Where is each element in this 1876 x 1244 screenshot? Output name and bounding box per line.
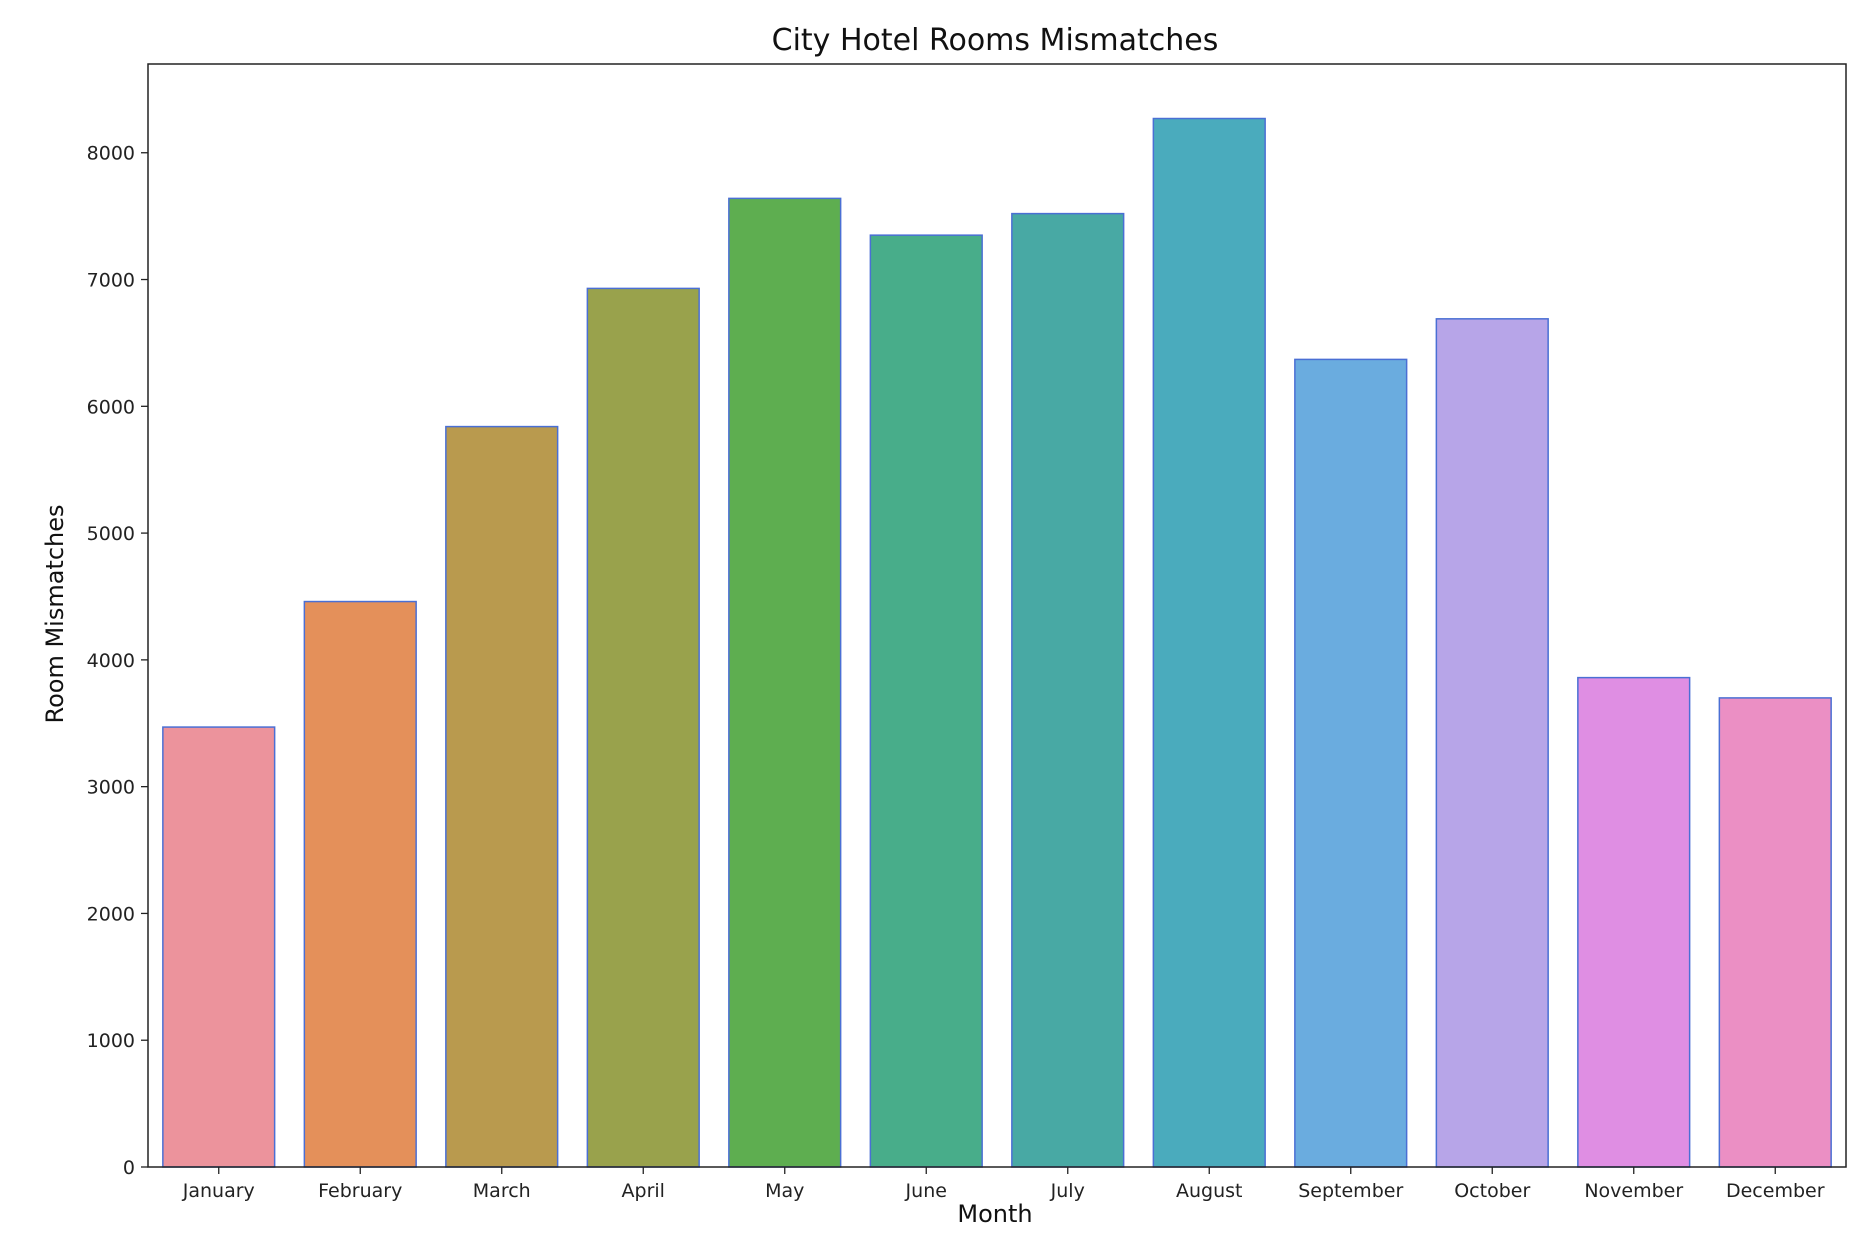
plot-frame [147, 63, 1847, 1168]
bar-september [1294, 358, 1408, 1168]
x-tick-label-december: December [1726, 1180, 1825, 1202]
y-axis-ticks: 0 1000 2000 3000 4000 5000 6000 7000 8000 [87, 143, 148, 1179]
x-tick-label-october: October [1454, 1180, 1530, 1202]
x-tick-label-march: March [473, 1180, 531, 1202]
y-tick-label-5000: 5000 [87, 523, 135, 545]
y-tick-label-0: 0 [123, 1157, 135, 1179]
bar-november [1577, 676, 1691, 1168]
x-tick-label-june: June [905, 1180, 947, 1202]
x-tick-label-april: April [622, 1180, 665, 1202]
y-tick-label-6000: 6000 [87, 396, 135, 418]
x-axis-ticks: January February March April May June July Augu… [182, 1167, 1825, 1202]
x-tick-label-january: January [182, 1180, 255, 1202]
bar-july [1011, 212, 1125, 1168]
y-tick-label-4000: 4000 [87, 650, 135, 672]
bar-january [162, 726, 276, 1168]
y-tick-label-7000: 7000 [87, 270, 135, 292]
x-tick-label-september: September [1298, 1180, 1403, 1202]
y-tick-label-2000: 2000 [87, 903, 135, 925]
chart-title: City Hotel Rooms Mismatches [772, 23, 1219, 58]
bar-group [162, 117, 1832, 1168]
x-axis-label: Month [957, 1200, 1032, 1228]
x-tick-label-may: May [765, 1180, 804, 1202]
x-tick-label-august: August [1176, 1180, 1243, 1202]
y-tick-label-3000: 3000 [87, 777, 135, 799]
bar-february [303, 600, 417, 1168]
bar-may [728, 197, 842, 1168]
x-tick-label-july: July [1050, 1180, 1085, 1202]
bar-april [586, 287, 700, 1168]
bar-march [445, 425, 559, 1168]
bar-october [1435, 318, 1549, 1168]
y-axis-label: Room Mismatches [41, 504, 69, 723]
bar-june [869, 234, 983, 1168]
bar-august [1152, 117, 1266, 1168]
bar-december [1718, 697, 1832, 1168]
y-tick-label-1000: 1000 [87, 1030, 135, 1052]
y-tick-label-8000: 8000 [87, 143, 135, 165]
x-tick-label-november: November [1584, 1180, 1683, 1202]
x-tick-label-february: February [318, 1180, 402, 1202]
